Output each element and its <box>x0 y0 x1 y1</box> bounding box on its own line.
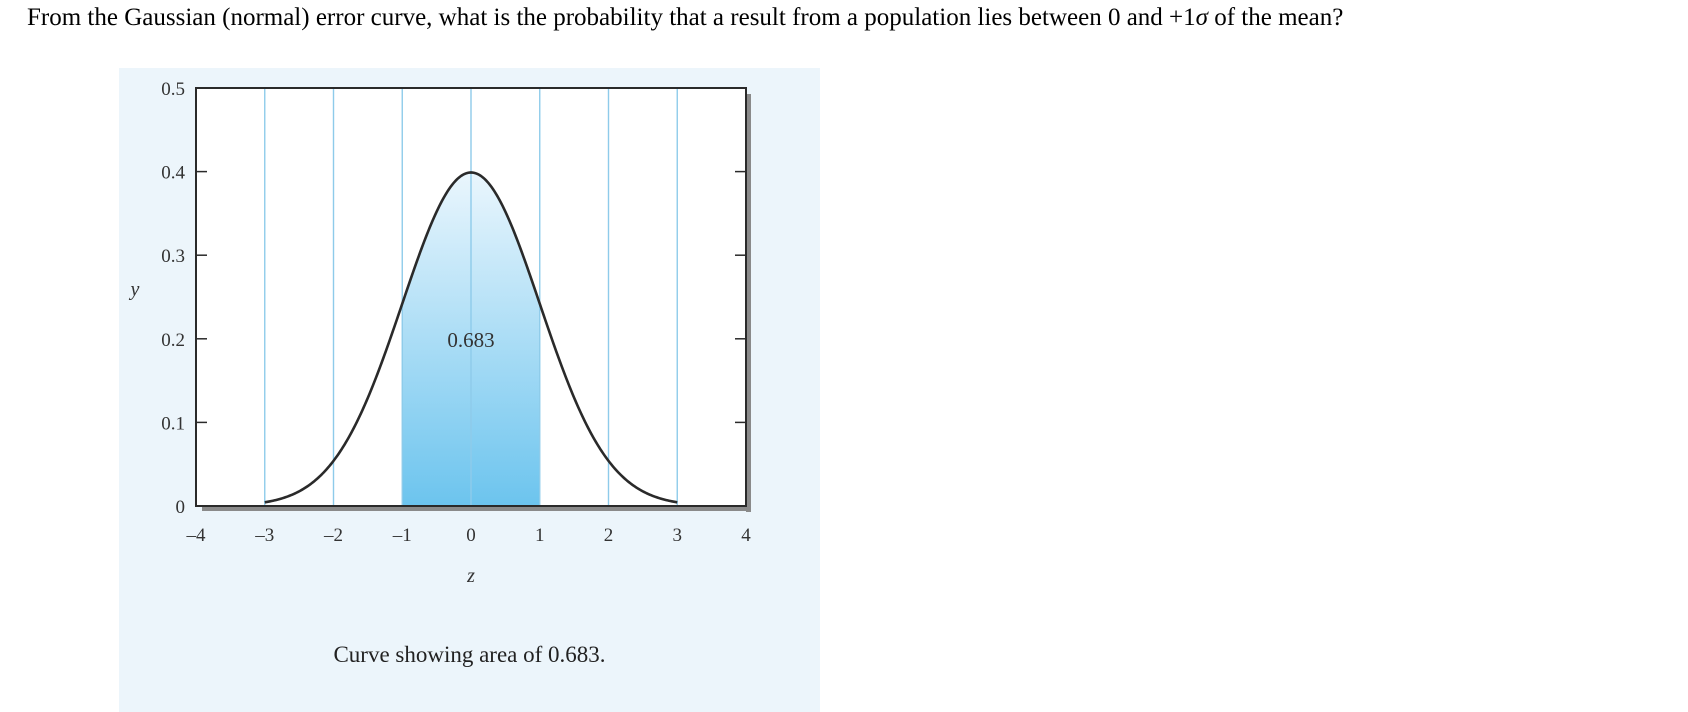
y-axis-label: y <box>129 279 140 301</box>
x-tick-label: 3 <box>673 525 683 546</box>
frame-shadow-bottom <box>202 506 751 511</box>
x-tick-label: 1 <box>535 525 545 546</box>
area-value-label: 0.683 <box>447 328 494 352</box>
figure-panel: 0 0.1 0.2 0.3 0.4 0.5 –4 –3 –2 –1 0 1 2 3 4 z y 0.683 Cur… <box>119 68 820 712</box>
x-axis-label: z <box>466 565 475 587</box>
y-tick-label: 0.1 <box>161 413 185 434</box>
question-suffix: of the mean? <box>1207 4 1344 31</box>
question-text: From the Gaussian (normal) error curve, … <box>27 4 1343 32</box>
sigma-symbol: σ <box>1195 4 1208 31</box>
x-tick-label: 0 <box>466 525 476 546</box>
y-tick-label: 0.3 <box>161 246 185 267</box>
gaussian-curve <box>264 171 678 504</box>
y-tick-label: 0 <box>176 497 186 518</box>
y-tick-label: 0.5 <box>161 79 185 100</box>
x-tick-label: –3 <box>254 525 274 546</box>
figure-caption: Curve showing area of 0.683. <box>333 642 606 667</box>
y-tick-label: 0.4 <box>161 163 185 184</box>
x-tick-label: –1 <box>392 525 412 546</box>
plot-layer: 0 0.1 0.2 0.3 0.4 0.5 –4 –3 –2 –1 0 1 2 3 4 z y 0.683 <box>129 79 752 587</box>
x-tick-label: –4 <box>186 525 207 546</box>
plot-frame <box>195 87 747 507</box>
question-prefix: From the Gaussian (normal) error curve, … <box>27 4 1196 31</box>
gaussian-chart: 0 0.1 0.2 0.3 0.4 0.5 –4 –3 –2 –1 0 1 2 3 4 z y 0.683 <box>129 79 752 587</box>
x-tick-label: 4 <box>741 525 751 546</box>
frame-shadow-right <box>746 94 751 512</box>
x-tick-label: 2 <box>604 525 614 546</box>
y-tick-label: 0.2 <box>161 330 185 351</box>
x-tick-label: –2 <box>323 525 343 546</box>
